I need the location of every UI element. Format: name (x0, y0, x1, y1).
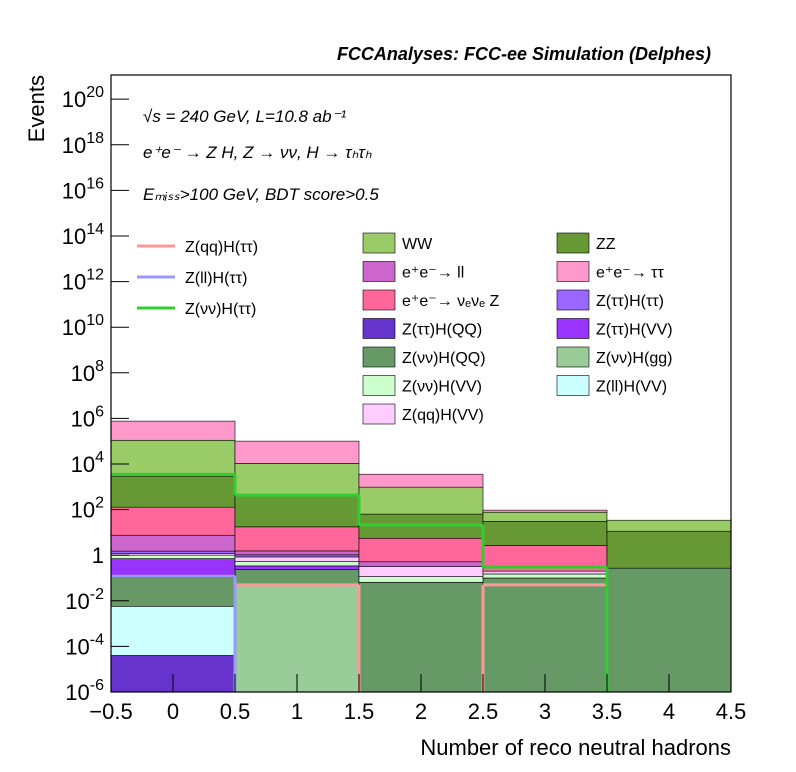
legend-label: Z(ττ)H(VV) (596, 322, 673, 339)
y-tick-label: 1020 (62, 84, 104, 112)
x-axis-label: Number of reco neutral hadrons (420, 735, 731, 760)
legend-label: e⁺e⁻→ νₑνₑ Z (402, 293, 499, 310)
x-tick-label: −0.5 (89, 699, 132, 724)
x-tick-label: 4 (663, 699, 675, 724)
y-tick-label: 1018 (62, 130, 104, 158)
y-tick-label: 10-4 (65, 631, 104, 659)
y-axis-label: Events (24, 75, 49, 142)
x-tick-label: 2 (415, 699, 427, 724)
legend-swatch (556, 346, 590, 368)
y-tick-label: 104 (71, 449, 104, 477)
legend-label: Z(qq)H(ττ) (185, 239, 258, 256)
legend-label: Z(νν)H(gg) (596, 350, 672, 367)
stack-bar (234, 440, 360, 464)
y-tick-label: 102 (71, 495, 104, 523)
y-tick-label: 106 (71, 403, 104, 431)
x-tick-label: 1.5 (344, 699, 375, 724)
legend-swatch (362, 375, 396, 396)
chart-title: FCCAnalyses: FCC-ee Simulation (Delphes) (337, 44, 711, 64)
stack-bar (358, 566, 484, 577)
legend-swatch (556, 375, 590, 396)
y-tick-label: 108 (71, 358, 104, 386)
legend-swatch (362, 289, 396, 311)
stack-bar (606, 519, 732, 532)
stack-bar (482, 520, 608, 546)
stack-bar (110, 550, 236, 554)
legend-label: Z(ll)H(VV) (596, 379, 667, 396)
stack-bar (110, 420, 236, 441)
x-tick-label: 0 (167, 699, 179, 724)
stack-bar (234, 550, 360, 556)
stack-bar (482, 509, 608, 513)
stack-bar (606, 567, 732, 693)
stack-bar (110, 506, 236, 536)
stack-bar (110, 558, 236, 578)
legend-label: Z(qq)H(VV) (402, 407, 484, 424)
stack-bar (110, 605, 236, 656)
legend-label: Z(ll)H(ττ) (185, 270, 247, 287)
legend-swatch (362, 403, 396, 425)
y-tick-label: 1 (92, 543, 104, 568)
stack-bar (234, 556, 360, 562)
stack-bar (606, 530, 732, 569)
legend-swatch (556, 289, 590, 311)
stack-bar (482, 577, 608, 693)
y-tick-label: 1016 (62, 175, 104, 203)
stack-bar (358, 486, 484, 515)
stack-bar (234, 554, 360, 558)
stack-bar (110, 554, 236, 559)
legend-label: ZZ (596, 236, 616, 253)
stack-bar (358, 581, 484, 693)
stack-bar (234, 565, 360, 570)
legend-swatch (556, 318, 590, 339)
legend-label: WW (402, 236, 433, 253)
stack-bar (482, 570, 608, 575)
y-tick-label: 1010 (62, 312, 104, 340)
stack-bar (482, 573, 608, 579)
legend-swatch (556, 261, 590, 282)
legend-label: Z(ττ)H(ττ) (596, 293, 664, 310)
legend-swatch (362, 318, 396, 339)
legend-label: e⁺e⁻→ ττ (596, 265, 664, 282)
stack-bar (358, 561, 484, 567)
stack-bar (110, 577, 236, 607)
legend-label: Z(νν)H(ττ) (185, 301, 256, 318)
stack-bar (358, 473, 484, 488)
stack-bar (234, 495, 360, 528)
legend-label: e⁺e⁻→ ll (402, 265, 464, 282)
legend-label: Z(ττ)H(QQ) (402, 322, 482, 339)
stack-bar (358, 576, 484, 583)
y-tick-label: 1012 (62, 267, 104, 295)
legend-swatch (362, 261, 396, 282)
x-tick-label: 3.5 (592, 699, 623, 724)
y-tick-label: 10-2 (65, 586, 104, 614)
y-tick-label: 10-6 (65, 677, 104, 705)
stack-bar (234, 526, 360, 552)
stack-bar (234, 463, 360, 497)
x-tick-label: 0.5 (220, 699, 251, 724)
stack-bar (234, 560, 360, 567)
stack-bar (110, 439, 236, 477)
stack-bar (110, 534, 236, 552)
y-tick-label: 1014 (62, 221, 104, 249)
x-tick-label: 2.5 (468, 699, 499, 724)
legend-swatch (362, 232, 396, 254)
legend-label: Z(νν)H(VV) (402, 379, 482, 396)
stack-bar (110, 475, 236, 508)
x-tick-label: 3 (539, 699, 551, 724)
annotation: √s = 240 GeV, L=10.8 ab⁻¹ (143, 107, 347, 126)
annotation: Eₘᵢₛₛ>100 GeV, BDT score>0.5 (143, 185, 379, 204)
legend-swatch (556, 232, 590, 254)
stack-bar (358, 537, 484, 563)
annotation: e⁺e⁻ → Z H, Z → νν, H → τₕτₕ (143, 143, 372, 162)
x-tick-label: 1 (291, 699, 303, 724)
stack-bar (482, 511, 608, 522)
legend-swatch (362, 346, 396, 368)
x-tick-label: 4.5 (716, 699, 747, 724)
legend-label: Z(νν)H(QQ) (402, 350, 486, 367)
stack-bar (234, 569, 360, 586)
